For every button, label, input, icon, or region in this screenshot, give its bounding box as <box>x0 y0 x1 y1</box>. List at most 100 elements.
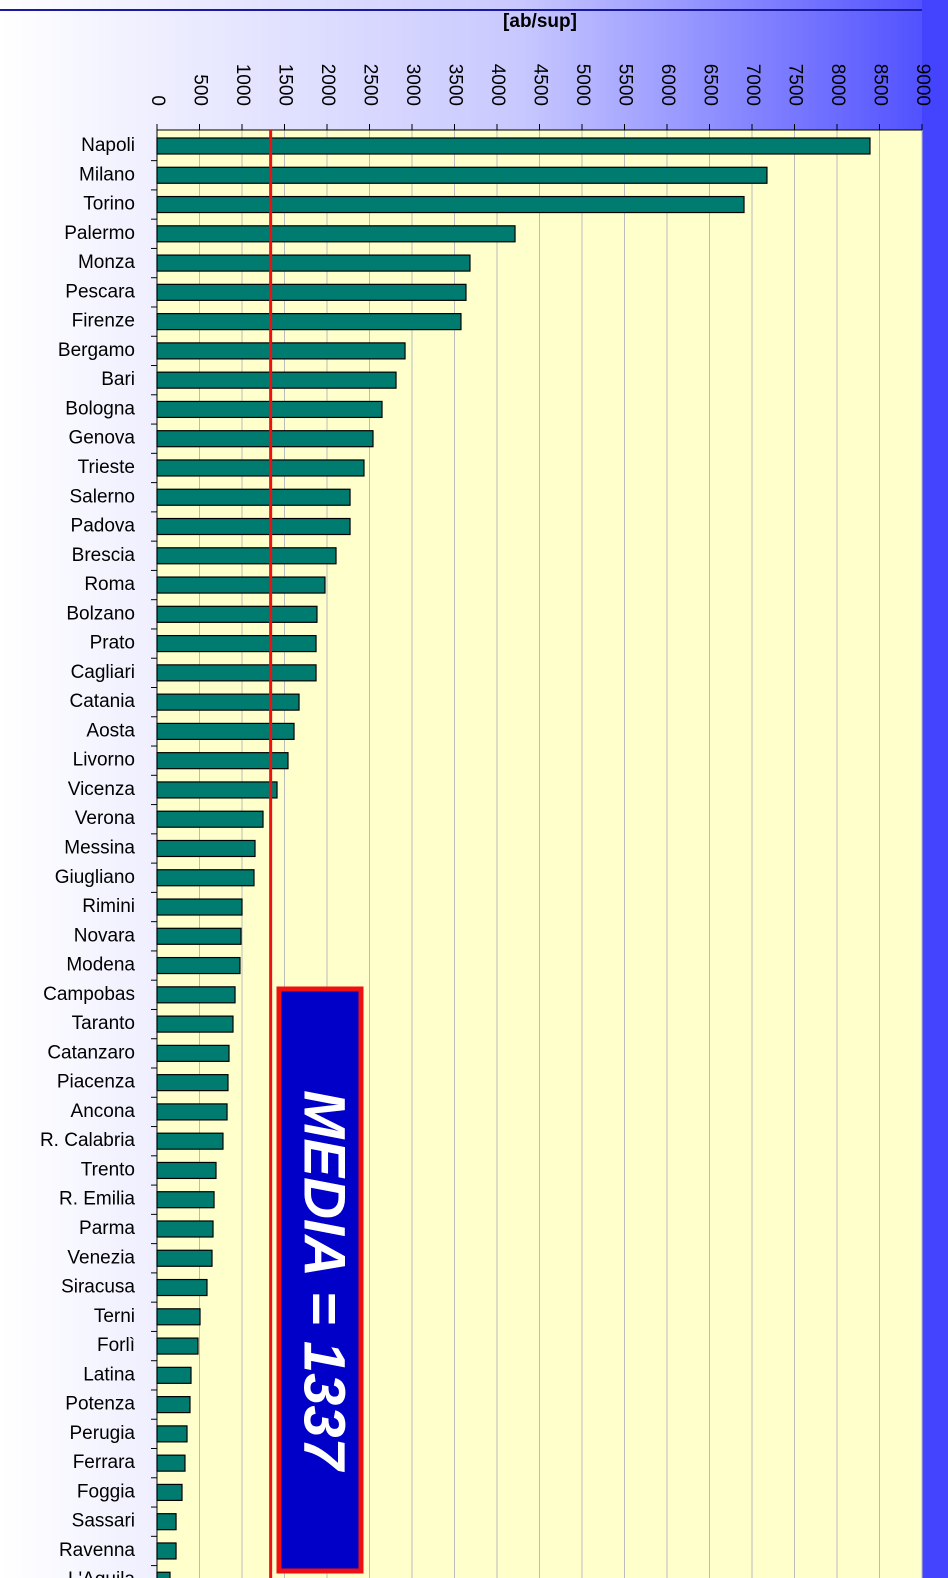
y-tick-label: Bergamo <box>58 340 135 361</box>
x-tick-label: 6000 <box>657 64 678 106</box>
y-tick-label: Novara <box>74 925 136 946</box>
annotation-box <box>276 986 364 1574</box>
x-tick-label: 9000 <box>912 64 933 106</box>
y-tick-label: Latina <box>83 1364 135 1385</box>
x-tick-label: 2000 <box>317 64 338 106</box>
y-tick-label: Firenze <box>72 311 135 332</box>
bar <box>156 1571 171 1578</box>
y-tick-label: Potenza <box>65 1394 135 1415</box>
y-tick-label: R. Calabria <box>40 1130 135 1151</box>
y-tick-label: Prato <box>90 633 135 654</box>
y-tick-label: Livorno <box>73 750 135 771</box>
x-tick-label: 0 <box>147 95 168 106</box>
y-tick-label: Pescara <box>65 281 135 302</box>
bar <box>156 283 467 301</box>
y-tick-label: Parma <box>79 1218 135 1239</box>
bar <box>156 1542 177 1560</box>
bar <box>156 313 462 331</box>
bar <box>156 664 317 682</box>
y-tick-label: Catania <box>70 691 136 712</box>
bar <box>156 1191 215 1209</box>
y-tick-label: Foggia <box>77 1481 136 1502</box>
bar <box>156 722 295 741</box>
y-tick-label: Modena <box>66 955 135 976</box>
y-tick-label: Campobas <box>43 984 135 1005</box>
bar <box>156 1396 191 1414</box>
bar <box>156 137 871 155</box>
y-tick-label: Ravenna <box>59 1540 135 1561</box>
bar <box>156 225 516 243</box>
bar <box>156 1366 192 1384</box>
y-tick-label: Sassari <box>72 1511 135 1532</box>
bar <box>156 1015 234 1033</box>
y-tick-label: Aosta <box>86 720 135 741</box>
x-tick-label: 500 <box>189 74 210 106</box>
y-tick-label: Vicenza <box>68 779 136 800</box>
bar <box>156 898 243 916</box>
x-tick-label: 1500 <box>274 64 295 106</box>
bar <box>156 488 351 506</box>
annotation: MEDIA = 1337 <box>292 1090 357 1473</box>
x-tick-label: 4000 <box>487 64 508 106</box>
x-tick-label: 4500 <box>529 64 550 106</box>
x-tick-label: 8500 <box>869 64 890 106</box>
bar <box>156 371 397 389</box>
x-tick-label: 6500 <box>699 64 720 106</box>
bar <box>156 547 337 565</box>
bar <box>156 1483 183 1502</box>
bar <box>156 195 745 214</box>
bar <box>156 693 300 711</box>
bar <box>156 1161 217 1180</box>
x-tick-label: 7500 <box>784 64 805 106</box>
y-tick-label: Brescia <box>72 545 136 566</box>
bar <box>156 927 242 945</box>
bar <box>156 1103 228 1121</box>
y-tick-label: Milano <box>79 164 135 185</box>
y-tick-label: Giugliano <box>55 867 135 888</box>
y-tick-label: Forlì <box>97 1335 135 1356</box>
y-tick-label: R. Emilia <box>59 1189 135 1210</box>
bar <box>156 254 471 272</box>
bar <box>156 459 365 477</box>
bar <box>156 1513 177 1531</box>
bar <box>156 1308 201 1326</box>
y-tick-label: Napoli <box>81 135 135 156</box>
x-tick-label: 2500 <box>359 64 380 106</box>
bar <box>156 1132 224 1150</box>
x-tick-label: 1000 <box>232 64 253 106</box>
y-tick-label: Verona <box>75 808 136 829</box>
y-tick-label: Terni <box>94 1306 135 1327</box>
x-tick-label: 5000 <box>572 64 593 106</box>
bar <box>156 752 289 770</box>
y-tick-label: Genova <box>68 428 135 449</box>
y-tick-label: Bari <box>101 369 135 390</box>
y-tick-label: Perugia <box>70 1423 136 1444</box>
y-tick-label: Piacenza <box>57 1072 136 1093</box>
bar <box>156 430 374 448</box>
x-tick-label: 3000 <box>402 64 423 106</box>
y-tick-label: Monza <box>78 252 135 273</box>
y-tick-label: Roma <box>84 574 135 595</box>
y-tick-label: Salerno <box>70 486 136 507</box>
x-tick-label: 7000 <box>742 64 763 106</box>
x-tick-label: 5500 <box>614 64 635 106</box>
bar <box>156 1220 214 1238</box>
bar <box>156 166 768 184</box>
bar <box>156 869 255 887</box>
bar <box>156 1044 230 1062</box>
x-tick-label: 8000 <box>827 64 848 106</box>
bar <box>156 1454 186 1472</box>
y-tick-label: Ferrara <box>73 1452 136 1473</box>
bar <box>156 986 236 1004</box>
bar <box>156 576 326 594</box>
right-strip <box>922 0 948 1578</box>
y-tick-label: Siracusa <box>61 1277 135 1298</box>
y-tick-label: Bolzano <box>66 603 135 624</box>
bar <box>156 781 278 799</box>
y-tick-label: L'Aquila <box>68 1569 135 1578</box>
y-tick-label: Palermo <box>64 223 135 244</box>
bar <box>156 810 264 828</box>
y-tick-label: Catanzaro <box>47 1042 135 1063</box>
bar <box>156 342 406 360</box>
y-tick-label: Cagliari <box>71 662 135 683</box>
